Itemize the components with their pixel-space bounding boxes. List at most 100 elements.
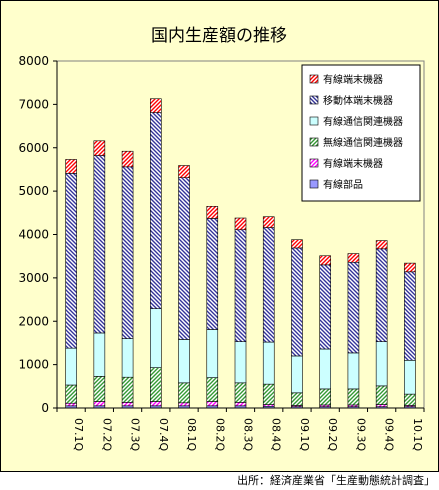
bar-segment [319, 264, 331, 350]
y-tick-label: 0 [41, 401, 49, 415]
bar-segment [375, 385, 388, 405]
bar-segment [65, 173, 77, 349]
bar-segment [291, 247, 303, 357]
bar-segment [178, 339, 190, 384]
bar-segment [150, 308, 162, 368]
bar-segment [93, 155, 106, 334]
x-tick-label: 08.2Q [213, 418, 226, 451]
x-tick-label: 07.3Q [129, 418, 142, 451]
y-tick-label: 6000 [18, 141, 49, 155]
stacked-bar-chart: 国内生産額の推移 0 1000 2000 3000 4000 5000 6000 7000 80… [18, 26, 425, 451]
bar-segment [404, 393, 416, 406]
x-tick-label: 07.2Q [100, 418, 113, 451]
bar-segment [262, 216, 275, 228]
x-tick-label: 08.3Q [242, 418, 255, 451]
bar-segment [319, 348, 331, 390]
bar-segment [150, 112, 162, 309]
bar-segment [291, 392, 303, 406]
bar-segment [93, 401, 106, 407]
bar-segment [65, 402, 77, 407]
bar-segment [121, 402, 134, 407]
bar-segment [65, 384, 77, 404]
bar-segment [291, 355, 303, 394]
x-tick-label: 08.1Q [185, 418, 198, 451]
x-tick-label: 07.1Q [72, 418, 85, 451]
bar-segment [206, 329, 219, 378]
x-tick-label: 08.4Q [270, 418, 283, 451]
bar-segment [262, 383, 275, 405]
legend-swatch [309, 158, 319, 168]
bar-segment [178, 165, 190, 178]
bar-segment [206, 401, 219, 407]
bar-segment [234, 382, 247, 403]
bar-segment [65, 159, 77, 174]
legend-label: 移動体端末機器 [323, 94, 393, 107]
legend-swatch [309, 74, 319, 84]
bar-segment [347, 352, 360, 390]
bar-segment [262, 227, 275, 343]
legend-swatch [309, 95, 319, 105]
x-tick-label: 09.2Q [326, 418, 339, 451]
bar-segment [347, 388, 360, 406]
bar-segment [178, 177, 190, 340]
bar-segment [319, 255, 331, 266]
bar-segment [375, 248, 388, 342]
bar-segment [150, 367, 162, 402]
bar-segment [375, 404, 388, 407]
bar-segment [234, 402, 247, 407]
chart-frame: 国内生産額の推移 0 1000 2000 3000 4000 5000 6000 7000 80… [0, 0, 439, 472]
y-tick-label: 7000 [18, 97, 49, 111]
y-axis: 0 1000 2000 3000 4000 5000 6000 7000 8000 [18, 54, 58, 415]
legend-label: 無線通信関連機器 [323, 136, 403, 149]
x-tick-label: 09.1Q [298, 418, 311, 451]
bar-segment [93, 376, 106, 402]
bar-segment [150, 401, 162, 407]
y-tick-label: 2000 [18, 314, 49, 328]
bar-segment [291, 239, 303, 249]
chart-title: 国内生産額の推移 [151, 26, 287, 46]
x-tick-label: 07.4Q [157, 418, 170, 451]
bar-segment [150, 98, 162, 113]
bar-segment [404, 359, 416, 395]
bar-segment [234, 229, 247, 342]
x-tick-label: 09.4Q [383, 418, 396, 451]
bar-segment [404, 262, 416, 273]
bar-segment [319, 388, 331, 406]
bar-segment [93, 332, 106, 377]
legend-box [301, 64, 421, 202]
bar-segment [262, 341, 275, 385]
legend-label: 有線通信関連機器 [323, 115, 403, 128]
bar-segment [121, 150, 134, 168]
bar-segment [121, 338, 134, 378]
bar-segment [121, 376, 134, 403]
bar-segment [178, 402, 190, 407]
bar-segment [206, 218, 219, 330]
bar-segment [404, 271, 416, 361]
legend-swatch [309, 179, 319, 189]
bar-segment [375, 240, 388, 250]
x-tick-label: 09.3Q [354, 418, 367, 451]
y-tick-label: 4000 [18, 228, 49, 242]
x-axis: 07.1Q 07.2Q 07.3Q 07.4Q 08.1Q 08.2Q 08.3Q 08.4Q… [56, 407, 425, 451]
bar-segment [347, 261, 360, 354]
bar-segment [93, 140, 106, 156]
y-tick-label: 1000 [18, 358, 49, 372]
bar-segment [375, 341, 388, 387]
bar-segment [65, 347, 77, 386]
bar-segment [234, 217, 247, 231]
legend-swatch [309, 137, 319, 147]
y-tick-label: 8000 [18, 54, 49, 68]
legend-label: 有線部品 [323, 178, 363, 191]
legend-swatch [309, 116, 319, 126]
legend-label: 有線端末機器 [323, 157, 383, 170]
bar-segment [206, 206, 219, 219]
bar-segment [234, 341, 247, 384]
bar-segment [347, 253, 360, 263]
y-tick-label: 5000 [18, 184, 49, 198]
source-note: 出所：経済産業省「生産動態統計調査」 [237, 474, 435, 487]
legend-label: 有線端末機器 [323, 73, 383, 86]
bar-segment [121, 166, 134, 339]
y-tick-label: 3000 [18, 271, 49, 285]
x-tick-label: 10.1Q [411, 418, 424, 451]
